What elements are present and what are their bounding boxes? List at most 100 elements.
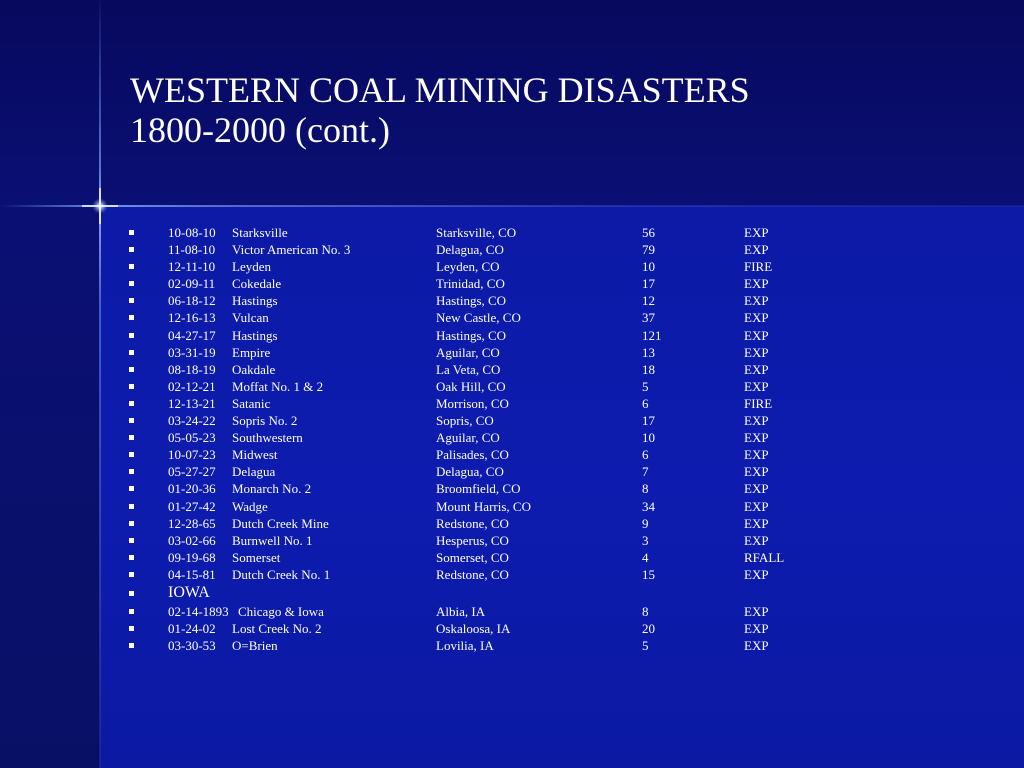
date: 03-30-53 <box>168 638 216 654</box>
bullet-icon <box>129 366 134 372</box>
bullet-icon <box>129 571 134 577</box>
mine-name: Dutch Creek Mine <box>232 515 329 531</box>
mine-name: Hastings <box>232 327 278 343</box>
location: Hastings, CO <box>436 293 507 309</box>
title-band <box>0 0 1024 206</box>
killed-count: 20 <box>642 621 655 637</box>
location: Redstone, CO <box>436 566 509 582</box>
date: 04-27-17 <box>168 327 216 343</box>
bullet-icon <box>129 435 134 441</box>
section-heading-label: IOWA <box>168 583 210 601</box>
cause: EXP <box>744 464 769 480</box>
bullet-icon <box>129 537 134 543</box>
date: 11-08-10 <box>168 242 216 258</box>
killed-count: 18 <box>642 361 655 377</box>
killed-count: 8 <box>642 603 649 619</box>
mine-name: Midwest <box>232 447 278 463</box>
killed-count: 6 <box>642 447 649 463</box>
cause: EXP <box>744 413 769 429</box>
mine-name: Satanic <box>232 395 271 411</box>
horizontal-accent-line <box>0 205 1024 207</box>
killed-count: 7 <box>642 464 649 480</box>
date: 12-11-10 <box>168 259 216 275</box>
mine-name: Lost Creek No. 2 <box>232 621 322 637</box>
date: 02-14-1893 <box>168 603 229 619</box>
mine-name: Hastings <box>232 293 278 309</box>
killed-count: 121 <box>642 327 662 343</box>
mine-name: Monarch No. 2 <box>232 481 312 497</box>
cause: EXP <box>744 532 769 548</box>
date: 04-15-81 <box>168 566 216 582</box>
mine-name: Sopris No. 2 <box>232 413 298 429</box>
killed-count: 56 <box>642 225 655 240</box>
location: Broomfield, CO <box>436 481 521 497</box>
mine-name: Chicago & Iowa <box>238 603 324 619</box>
bullet-icon <box>129 418 134 424</box>
mine-name: Empire <box>232 344 271 360</box>
killed-count: 6 <box>642 395 649 411</box>
vertical-accent-line <box>99 0 101 768</box>
bullet-icon <box>129 643 134 649</box>
cause: EXP <box>744 447 769 463</box>
killed-count: 37 <box>642 310 655 326</box>
bullet-icon <box>129 332 134 338</box>
killed-count: 13 <box>642 344 655 360</box>
cause: FIRE <box>744 259 773 275</box>
killed-count: 17 <box>642 276 655 292</box>
date: 03-31-19 <box>168 344 216 360</box>
location: Aguilar, CO <box>436 430 500 446</box>
cause: EXP <box>744 310 769 326</box>
content-area <box>100 206 1024 768</box>
bullet-icon <box>129 383 134 389</box>
bullet-icon <box>129 486 134 492</box>
cause: EXP <box>744 430 769 446</box>
cause: EXP <box>744 621 769 637</box>
cause: EXP <box>744 327 769 343</box>
date: 06-18-12 <box>168 293 216 309</box>
date: 10-07-23 <box>168 447 216 463</box>
sparkle-icon <box>82 188 118 224</box>
killed-count: 10 <box>642 259 655 275</box>
date: 12-28-65 <box>168 515 216 531</box>
bullet-icon <box>129 230 134 235</box>
cause: EXP <box>744 293 769 309</box>
location: Sopris, CO <box>436 413 494 429</box>
cause: RFALL <box>744 549 785 565</box>
location: Delagua, CO <box>436 464 504 480</box>
mine-name: Somerset <box>232 549 281 565</box>
location: Hesperus, CO <box>436 532 509 548</box>
date: 05-27-27 <box>168 464 216 480</box>
location: Redstone, CO <box>436 515 509 531</box>
location: Morrison, CO <box>436 395 509 411</box>
location: Lovilia, IA <box>436 638 494 654</box>
location: New Castle, CO <box>436 310 521 326</box>
killed-count: 34 <box>642 498 655 514</box>
bullet-icon <box>129 626 134 632</box>
location: Oak Hill, CO <box>436 378 506 394</box>
date: 01-20-36 <box>168 481 216 497</box>
cause: EXP <box>744 515 769 531</box>
mine-name: O=Brien <box>232 638 278 654</box>
location: Hastings, CO <box>436 327 507 343</box>
killed-count: 5 <box>642 378 649 394</box>
date: 02-12-21 <box>168 378 216 394</box>
mine-name: Southwestern <box>232 430 303 446</box>
location: Mount Harris, CO <box>436 498 531 514</box>
date: 01-27-42 <box>168 498 216 514</box>
mine-name: Wadge <box>232 498 268 514</box>
mine-name: Vulcan <box>232 310 269 326</box>
bullet-icon <box>129 452 134 458</box>
location: La Veta, CO <box>436 361 501 377</box>
location: Oskaloosa, IA <box>436 621 511 637</box>
mine-name: Starksville <box>232 225 288 240</box>
bullet-icon <box>129 400 134 406</box>
left-band <box>0 206 100 768</box>
bullet-icon <box>129 247 134 253</box>
killed-count: 8 <box>642 481 649 497</box>
mine-name: Oakdale <box>232 361 276 377</box>
location: Albia, IA <box>436 603 486 619</box>
location: Somerset, CO <box>436 549 509 565</box>
cause: EXP <box>744 481 769 497</box>
killed-count: 4 <box>642 549 649 565</box>
bullet-icon <box>129 281 134 287</box>
